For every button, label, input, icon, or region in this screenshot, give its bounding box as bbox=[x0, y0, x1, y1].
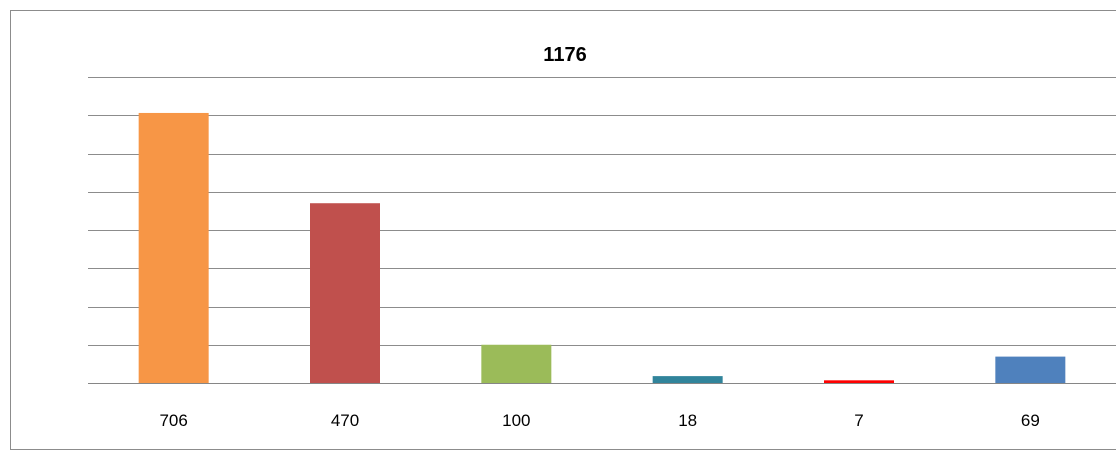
category-label: 7 bbox=[854, 411, 863, 430]
category-label: 100 bbox=[502, 411, 530, 430]
bar-chart: 1176 706 470 100 18 7 69 bbox=[88, 44, 1116, 430]
bar-706 bbox=[138, 112, 209, 383]
bar-69 bbox=[995, 356, 1066, 383]
chart-title: 1176 bbox=[543, 44, 586, 66]
bar-470 bbox=[310, 203, 380, 383]
category-label: 706 bbox=[159, 411, 187, 430]
category-label: 69 bbox=[1021, 411, 1040, 430]
bars bbox=[138, 112, 1066, 383]
category-label: 470 bbox=[331, 411, 359, 430]
gridlines bbox=[88, 77, 1116, 384]
bar-7 bbox=[824, 380, 894, 383]
category-label: 18 bbox=[678, 411, 697, 430]
bar-100 bbox=[481, 344, 552, 383]
category-labels: 706 470 100 18 7 69 bbox=[159, 411, 1039, 430]
bar-18 bbox=[652, 376, 723, 383]
